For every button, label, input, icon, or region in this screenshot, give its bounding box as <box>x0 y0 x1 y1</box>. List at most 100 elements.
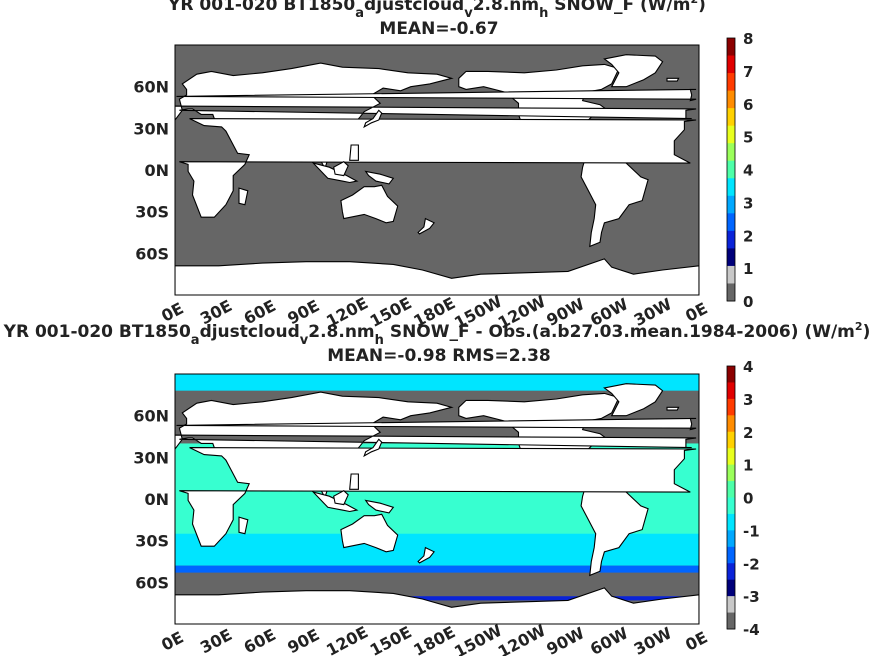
title-part: YR 001-020 BT1850 <box>3 322 191 342</box>
landmass-australia <box>340 513 399 553</box>
title-part: 2.8.nm <box>308 322 374 342</box>
landmass-antarctica <box>175 258 699 295</box>
colorbar-tick-label: 5 <box>743 129 753 147</box>
landmass-antarctica <box>175 587 699 624</box>
colorbar-segment <box>727 366 735 383</box>
landmass-africa <box>179 118 697 218</box>
colorbar-tick-label: 2 <box>743 424 753 442</box>
landmass-japan <box>363 438 383 458</box>
x-tick-label: 60W <box>587 623 631 656</box>
x-tick-label: 150E <box>367 622 415 656</box>
colorbar-tick-label: 4 <box>743 358 753 376</box>
colorbar-segment <box>727 248 735 267</box>
title-part: 2.8.nm <box>473 0 539 15</box>
colorbar-tick-label: -4 <box>743 621 760 639</box>
colorbar-tick-label: 1 <box>743 260 753 278</box>
colorbar-segment <box>727 546 735 564</box>
landmass-uk <box>176 88 697 102</box>
x-tick-label: 90E <box>284 625 322 656</box>
title-part: h <box>375 333 384 348</box>
colorbar-tick-label: 0 <box>743 293 753 311</box>
y-tick-label: 0N <box>144 161 169 180</box>
colorbar: 8 7 6 5 4 3 2 1 0 <box>726 30 753 311</box>
southern-edge-band <box>175 565 699 573</box>
y-tick-label: 0N <box>144 490 169 509</box>
colorbar-tick-label: -3 <box>743 588 760 606</box>
title-part: a <box>355 6 364 21</box>
map-frame <box>174 44 700 296</box>
colorbar-segment <box>727 431 735 449</box>
colorbar-segment <box>727 382 735 400</box>
colorbar-segment <box>727 265 735 284</box>
colorbar-tick-label: 3 <box>743 194 753 212</box>
y-tick-label: 30S <box>135 203 169 222</box>
colorbar-tick-label: 1 <box>743 457 753 475</box>
colorbar-segment <box>727 464 735 482</box>
colorbar-tick-label: 8 <box>743 30 753 48</box>
land-layer <box>175 383 699 624</box>
x-tick-label: 60E <box>241 625 279 656</box>
x-tick-label: 0E <box>682 628 710 655</box>
arctic-band <box>175 374 699 391</box>
x-tick-label: 180E <box>410 622 458 656</box>
colorbar-segment <box>727 213 735 232</box>
colorbar-tick-label: 3 <box>743 391 753 409</box>
title-part: djustcloud <box>364 0 464 15</box>
colorbar-segment <box>727 448 735 466</box>
landmass-philippines <box>349 144 359 161</box>
title-part: YR 001-020 BT1850 <box>167 0 355 15</box>
map-frame <box>174 373 700 625</box>
colorbar-segment <box>727 230 735 249</box>
chart-title: YR 001-020 BT1850adjustcloudv2.8.nmh SNO… <box>167 0 706 21</box>
y-tick-label: 30N <box>133 448 169 467</box>
title-part: ) <box>863 322 871 342</box>
landmass-new-zealand <box>417 546 435 564</box>
title-part: 2 <box>855 320 863 333</box>
landmass-borneo <box>333 490 349 506</box>
colorbar-tick-label: 2 <box>743 227 753 245</box>
colorbar-segment <box>727 90 735 109</box>
title-part: h <box>539 6 548 21</box>
y-tick-label: 60N <box>133 78 169 97</box>
landmass-new-zealand <box>417 217 435 235</box>
colorbar-tick-label: -2 <box>743 555 760 573</box>
colorbar-segment <box>727 563 735 581</box>
title-part: a <box>191 333 200 348</box>
x-tick-label: 120E <box>323 622 371 656</box>
colorbar-segment <box>727 283 735 302</box>
y-tick-label: 60S <box>135 244 169 263</box>
landmass-japan <box>363 109 383 129</box>
colorbar-tick-label: 4 <box>743 162 753 180</box>
y-tick-label: 30N <box>133 119 169 138</box>
colorbar-segment <box>727 73 735 92</box>
landmass-australia <box>340 184 399 224</box>
title-part: SNOW_F (W/m <box>548 0 690 15</box>
colorbar-segment <box>727 481 735 498</box>
y-tick-label: 60S <box>135 573 169 592</box>
chart-subtitle: MEAN=-0.98 RMS=2.38 <box>327 346 551 366</box>
landmass-madagascar <box>238 187 249 206</box>
landmass-iceland <box>666 77 680 82</box>
x-tick-label: 0E <box>158 628 186 655</box>
x-tick-label: 30W <box>631 623 675 656</box>
chart-subtitle: MEAN=-0.67 <box>379 19 498 39</box>
title-part: v <box>300 333 309 348</box>
landmass-philippines <box>349 473 359 490</box>
antarctic-edge-band <box>175 596 699 601</box>
landmass-borneo <box>333 161 349 177</box>
chart-title: YR 001-020 BT1850adjustcloudv2.8.nmh SNO… <box>3 320 871 348</box>
landmass-new-guinea <box>364 499 395 514</box>
colorbar-tick-label: 6 <box>743 96 753 114</box>
colorbar-tick-label: -1 <box>743 522 760 540</box>
y-tick-label: 60N <box>133 407 169 426</box>
colorbar-segment <box>727 55 735 74</box>
colorbar-segment <box>727 160 735 179</box>
colorbar-segment <box>727 579 735 597</box>
y-tick-label: 30S <box>135 532 169 551</box>
colorbar-segment <box>727 398 735 416</box>
colorbar: 4 3 2 1 0 -1 -2 -3 -4 <box>726 358 760 639</box>
colorbar-segment <box>727 612 735 630</box>
